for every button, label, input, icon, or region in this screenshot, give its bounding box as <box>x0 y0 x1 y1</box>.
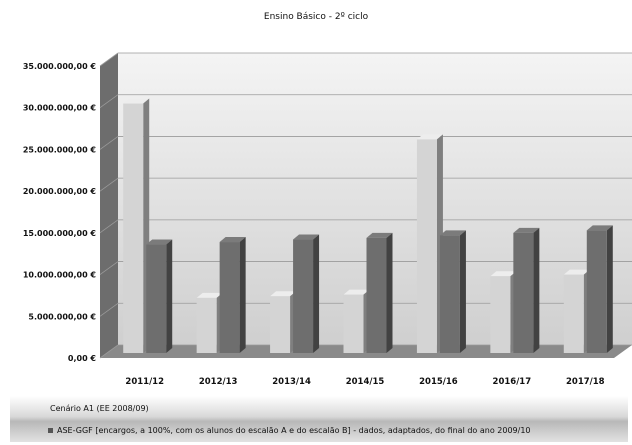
x-tick-label: 2015/16 <box>419 377 458 387</box>
bar-top <box>586 225 613 231</box>
y-tick-label: 20.000.000,00 € <box>23 187 97 196</box>
bar-side <box>533 227 540 353</box>
bar-1-2013-14 <box>270 291 297 353</box>
legend-item-series-1: Cenário A1 (EE 2008/09) <box>50 404 149 413</box>
bar-front <box>439 235 460 353</box>
x-tick-label: 2014/15 <box>346 377 385 387</box>
legend-swatch-series-2 <box>48 428 53 433</box>
bar-side <box>313 234 320 353</box>
bar-top <box>196 292 223 298</box>
bar-top <box>293 234 320 240</box>
bar-front <box>196 297 217 353</box>
bar-front <box>146 244 167 353</box>
bar-front <box>513 232 534 353</box>
bar-2-2017-18 <box>586 225 613 353</box>
bar-front <box>366 237 387 353</box>
bar-front <box>343 294 364 353</box>
bar-side <box>606 225 613 353</box>
bar-front <box>123 103 144 354</box>
bar-top <box>439 230 466 236</box>
legend: Cenário A1 (EE 2008/09) ASE-GGF [encargo… <box>10 396 628 442</box>
bar-top <box>513 227 540 233</box>
bar-1-2014-15 <box>343 289 370 353</box>
bar-front <box>563 274 584 353</box>
bar-front <box>270 296 291 353</box>
legend-item-series-2: ASE-GGF [encargos, a 100%, com os alunos… <box>48 426 531 435</box>
bar-side <box>166 239 173 353</box>
bar-top <box>219 237 246 243</box>
bar-1-2012-13 <box>196 292 223 353</box>
bar-side <box>386 232 393 353</box>
gridline-side <box>99 52 119 67</box>
gridline-side <box>99 261 119 275</box>
legend-label-series-1: Cenário A1 (EE 2008/09) <box>50 404 149 413</box>
x-tick-label: 2012/13 <box>199 377 238 387</box>
bar-top <box>563 269 590 275</box>
bar-2-2013-14 <box>293 234 320 353</box>
bar-2-2015-16 <box>439 230 466 353</box>
gridline-side <box>99 177 119 192</box>
y-tick-label: 10.000.000,00 € <box>23 271 97 280</box>
bar-top <box>343 289 370 295</box>
y-tick-label: 30.000.000,00 € <box>23 104 97 113</box>
bar-top <box>123 98 150 104</box>
gridline-side <box>99 94 119 109</box>
bar-front <box>586 230 607 353</box>
bar-top <box>270 291 297 297</box>
bar-side <box>459 230 466 353</box>
bar-front <box>416 139 437 353</box>
y-tick-label: 5.000.000,00 € <box>28 312 96 321</box>
gridline-side <box>99 219 119 234</box>
bar-top <box>490 271 517 277</box>
bar-2-2016-17 <box>513 227 540 353</box>
legend-label-series-2: ASE-GGF [encargos, a 100%, com os alunos… <box>57 426 531 435</box>
bar-front <box>219 242 240 353</box>
gridline-side <box>99 136 119 150</box>
y-tick-label: 35.000.000,00 € <box>23 62 97 71</box>
side-wall <box>100 53 118 358</box>
chart-title: Ensino Básico - 2º ciclo <box>264 12 369 22</box>
bar-1-2015-16 <box>416 134 443 353</box>
bar-1-2011-12 <box>123 98 150 354</box>
bar-top <box>366 232 393 238</box>
bar-top <box>416 134 443 140</box>
bar-side <box>239 237 246 353</box>
x-tick-label: 2016/17 <box>493 377 532 387</box>
bar-2-2012-13 <box>219 237 246 353</box>
y-tick-label: 15.000.000,00 € <box>23 229 97 238</box>
bar-2-2011-12 <box>146 239 173 353</box>
bar-1-2016-17 <box>490 271 517 353</box>
y-tick-label: 0,00 € <box>68 354 97 363</box>
bar-front <box>293 239 314 353</box>
bar-2-2014-15 <box>366 232 393 353</box>
x-tick-label: 2013/14 <box>272 377 311 387</box>
bar-top <box>146 239 173 245</box>
y-tick-label: 25.000.000,00 € <box>23 145 97 154</box>
bar-front <box>490 276 511 353</box>
x-tick-label: 2011/12 <box>125 377 164 387</box>
x-tick-label: 2017/18 <box>566 377 605 387</box>
bar-1-2017-18 <box>563 269 590 353</box>
gridline-side <box>99 344 119 359</box>
gridline-side <box>99 302 119 317</box>
